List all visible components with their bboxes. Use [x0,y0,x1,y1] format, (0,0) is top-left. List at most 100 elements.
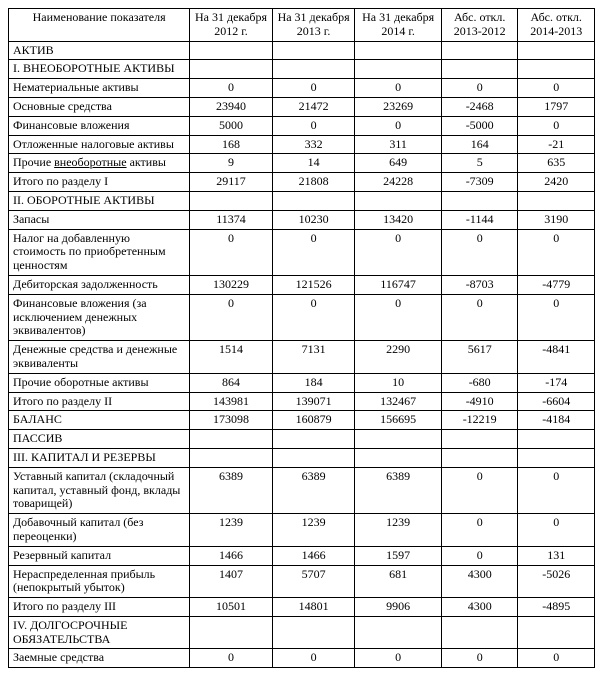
cell: 0 [355,229,442,275]
cell: -4895 [518,598,595,617]
cell [518,448,595,467]
cell [355,448,442,467]
row-label: АКТИВ [9,41,190,60]
row-label: Прочие оборотные активы [9,373,190,392]
cell: 0 [441,467,518,513]
table-row: Итого по разделу I291172180824228-730924… [9,173,595,192]
cell: 0 [518,467,595,513]
cell [272,430,355,449]
cell: 10501 [190,598,273,617]
cell: 0 [518,649,595,668]
balance-table: Наименование показателя На 31 декабря 20… [8,8,595,668]
cell: -8703 [441,275,518,294]
table-row: БАЛАНС173098160879156695-12219-4184 [9,411,595,430]
cell [518,41,595,60]
cell: 0 [272,294,355,340]
cell: -4910 [441,392,518,411]
cell: 11374 [190,210,273,229]
table-row: Прочие оборотные активы86418410-680-174 [9,373,595,392]
table-row: I. ВНЕОБОРОТНЫЕ АКТИВЫ [9,60,595,79]
cell: 9 [190,154,273,173]
table-row: Основные средства239402147223269-2468179… [9,97,595,116]
row-label: Нематериальные активы [9,79,190,98]
cell: 0 [190,229,273,275]
cell: 9906 [355,598,442,617]
cell: -174 [518,373,595,392]
cell [190,448,273,467]
cell: -6604 [518,392,595,411]
row-label: I. ВНЕОБОРОТНЫЕ АКТИВЫ [9,60,190,79]
cell [518,430,595,449]
cell: 10230 [272,210,355,229]
table-row: Денежные средства и денежные эквиваленты… [9,341,595,374]
table-row: Уставный капитал (складочный капитал, ус… [9,467,595,513]
row-label: Запасы [9,210,190,229]
cell: 332 [272,135,355,154]
cell: -21 [518,135,595,154]
cell: 1514 [190,341,273,374]
cell: 139071 [272,392,355,411]
table-row: Отложенные налоговые активы168332311164-… [9,135,595,154]
cell [190,191,273,210]
cell [272,448,355,467]
cell: 24228 [355,173,442,192]
cell: 160879 [272,411,355,430]
cell: 0 [441,546,518,565]
row-label: Итого по разделу I [9,173,190,192]
cell [441,60,518,79]
cell: 5 [441,154,518,173]
col-header: На 31 декабря 2014 г. [355,9,442,42]
cell [355,191,442,210]
cell [272,616,355,649]
row-label: Финансовые вложения [9,116,190,135]
col-header: Наименование показателя [9,9,190,42]
row-label: III. КАПИТАЛ И РЕЗЕРВЫ [9,448,190,467]
cell [355,41,442,60]
cell: 0 [355,649,442,668]
cell: 23940 [190,97,273,116]
cell: 649 [355,154,442,173]
cell: 0 [441,79,518,98]
table-row: Итого по разделу III105011480199064300-4… [9,598,595,617]
cell: 681 [355,565,442,598]
row-label: ПАССИВ [9,430,190,449]
table-row: Запасы113741023013420-11443190 [9,210,595,229]
table-row: Нематериальные активы00000 [9,79,595,98]
table-row: Нераспределенная прибыль (непокрытый убы… [9,565,595,598]
cell: 143981 [190,392,273,411]
cell: 1239 [355,514,442,547]
cell: 0 [190,79,273,98]
cell: 4300 [441,598,518,617]
cell [441,430,518,449]
row-label: Финансовые вложения (за исключением дене… [9,294,190,340]
cell [355,60,442,79]
cell: -1144 [441,210,518,229]
cell: 1466 [272,546,355,565]
cell [355,616,442,649]
cell: 184 [272,373,355,392]
cell: 1407 [190,565,273,598]
row-label: Уставный капитал (складочный капитал, ус… [9,467,190,513]
table-row: Резервный капитал1466146615970131 [9,546,595,565]
cell: 6389 [190,467,273,513]
cell [272,41,355,60]
cell: 2420 [518,173,595,192]
cell [190,616,273,649]
table-row: Прочие внеоборотные активы9146495635 [9,154,595,173]
cell: 5707 [272,565,355,598]
cell [190,60,273,79]
row-label: Добавочный капитал (без переоценки) [9,514,190,547]
table-body: АКТИВI. ВНЕОБОРОТНЫЕ АКТИВЫНематериальны… [9,41,595,668]
table-row: IV. ДОЛГОСРОЧНЫЕ ОБЯЗАТЕЛЬСТВА [9,616,595,649]
row-label: Основные средства [9,97,190,116]
cell [518,616,595,649]
row-label: Отложенные налоговые активы [9,135,190,154]
cell: 635 [518,154,595,173]
cell: 121526 [272,275,355,294]
cell: 173098 [190,411,273,430]
cell: 0 [441,514,518,547]
row-label: II. ОБОРОТНЫЕ АКТИВЫ [9,191,190,210]
cell: 5617 [441,341,518,374]
row-label: IV. ДОЛГОСРОЧНЫЕ ОБЯЗАТЕЛЬСТВА [9,616,190,649]
cell: 10 [355,373,442,392]
